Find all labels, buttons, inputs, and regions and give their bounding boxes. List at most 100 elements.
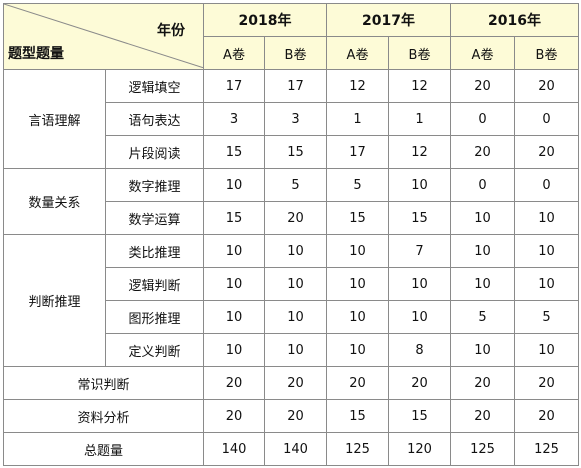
value-cell: 10 — [264, 300, 327, 334]
value-cell: 12 — [388, 69, 451, 103]
table-row: 数量关系 数字推理 10 5 5 10 0 0 — [3, 168, 579, 235]
value-cell: 20 — [388, 366, 451, 400]
value-cell: 0 — [450, 168, 515, 202]
paper-header-cell: A卷 — [450, 36, 515, 70]
value-cell: 3 — [203, 102, 265, 136]
category-cell: 总题量 — [3, 432, 204, 466]
exam-table-container: 年份 题型题量 2018年 2017年 2016年 A卷 B卷 A卷 B卷 A卷… — [3, 3, 579, 466]
value-cell: 20 — [450, 366, 515, 400]
value-cell: 10 — [450, 201, 515, 235]
subcategory-cell: 片段阅读 — [105, 135, 204, 169]
value-cell: 12 — [326, 69, 389, 103]
category-cell: 资料分析 — [3, 399, 204, 433]
value-cell: 10 — [203, 300, 265, 334]
value-cell: 140 — [203, 432, 265, 466]
value-cell: 10 — [450, 267, 515, 301]
value-cell: 20 — [203, 399, 265, 433]
value-cell: 0 — [514, 168, 579, 202]
value-cell: 8 — [388, 333, 451, 367]
value-cell: 10 — [203, 333, 265, 367]
value-cell: 10 — [514, 333, 579, 367]
value-cell: 10 — [388, 168, 451, 202]
value-cell: 17 — [264, 69, 327, 103]
value-cell: 12 — [388, 135, 451, 169]
value-cell: 15 — [264, 135, 327, 169]
value-cell: 125 — [514, 432, 579, 466]
category-cell: 常识判断 — [3, 366, 204, 400]
year-header-2017: 2017年 — [326, 3, 451, 37]
value-cell: 7 — [388, 234, 451, 268]
corner-label-question-type: 题型题量 — [8, 46, 64, 62]
subcategory-cell: 逻辑判断 — [105, 267, 204, 301]
value-cell: 120 — [388, 432, 451, 466]
value-cell: 10 — [264, 267, 327, 301]
year-header-2016: 2016年 — [450, 3, 579, 37]
value-cell: 10 — [326, 267, 389, 301]
table-row: 资料分析 20 20 15 15 20 20 — [3, 399, 579, 433]
subcategory-cell: 定义判断 — [105, 333, 204, 367]
paper-header-cell: B卷 — [264, 36, 327, 70]
value-cell: 125 — [326, 432, 389, 466]
value-cell: 140 — [264, 432, 327, 466]
value-cell: 1 — [326, 102, 389, 136]
value-cell: 20 — [450, 69, 515, 103]
value-cell: 10 — [514, 234, 579, 268]
value-cell: 15 — [203, 201, 265, 235]
corner-label-year: 年份 — [157, 23, 185, 39]
value-cell: 10 — [450, 333, 515, 367]
value-cell: 5 — [450, 300, 515, 334]
value-cell: 10 — [203, 234, 265, 268]
value-cell: 5 — [326, 168, 389, 202]
paper-header-cell: B卷 — [514, 36, 579, 70]
value-cell: 10 — [326, 333, 389, 367]
table-row: 判断推理 类比推理 10 10 10 7 10 10 — [3, 234, 579, 367]
subcategory-cell: 图形推理 — [105, 300, 204, 334]
exam-question-count-table: 年份 题型题量 2018年 2017年 2016年 A卷 B卷 A卷 B卷 A卷… — [3, 3, 579, 466]
value-cell: 5 — [514, 300, 579, 334]
corner-diagonal-line — [4, 4, 203, 68]
value-cell: 0 — [514, 102, 579, 136]
value-cell: 10 — [203, 267, 265, 301]
value-cell: 0 — [450, 102, 515, 136]
category-cell: 言语理解 — [3, 69, 106, 169]
value-cell: 5 — [264, 168, 327, 202]
value-cell: 15 — [388, 399, 451, 433]
value-cell: 20 — [514, 366, 579, 400]
value-cell: 15 — [203, 135, 265, 169]
value-cell: 20 — [326, 366, 389, 400]
subcategory-cell: 逻辑填空 — [105, 69, 204, 103]
value-cell: 10 — [514, 201, 579, 235]
total-row: 总题量 140 140 125 120 125 125 — [3, 432, 579, 466]
value-cell: 15 — [326, 399, 389, 433]
value-cell: 10 — [388, 267, 451, 301]
category-cell: 数量关系 — [3, 168, 106, 235]
value-cell: 15 — [388, 201, 451, 235]
value-cell: 20 — [514, 399, 579, 433]
table-row: 逻辑判断 10 10 10 10 10 10 — [4, 267, 579, 301]
value-cell: 1 — [388, 102, 451, 136]
paper-header-cell: A卷 — [203, 36, 265, 70]
table-row: 常识判断 20 20 20 20 20 20 — [3, 366, 579, 400]
value-cell: 17 — [326, 135, 389, 169]
value-cell: 20 — [264, 399, 327, 433]
value-cell: 20 — [450, 399, 515, 433]
table-row: 言语理解 逻辑填空 17 17 12 12 20 20 — [3, 69, 579, 169]
year-header-row: 年份 题型题量 2018年 2017年 2016年 — [3, 3, 579, 70]
value-cell: 10 — [326, 300, 389, 334]
value-cell: 10 — [264, 333, 327, 367]
table-row: 定义判断 10 10 10 8 10 10 — [4, 333, 579, 367]
value-cell: 20 — [450, 135, 515, 169]
table-row: 语句表达 3 3 1 1 0 0 — [4, 102, 579, 136]
value-cell: 10 — [450, 234, 515, 268]
value-cell: 20 — [264, 366, 327, 400]
value-cell: 20 — [514, 135, 579, 169]
value-cell: 10 — [388, 300, 451, 334]
category-cell: 判断推理 — [3, 234, 106, 367]
paper-header-cell: B卷 — [388, 36, 451, 70]
corner-header-cell: 年份 题型题量 — [3, 3, 204, 70]
year-header-2018: 2018年 — [203, 3, 327, 37]
value-cell: 10 — [514, 267, 579, 301]
value-cell: 17 — [203, 69, 265, 103]
subcategory-cell: 类比推理 — [105, 234, 204, 268]
value-cell: 20 — [264, 201, 327, 235]
